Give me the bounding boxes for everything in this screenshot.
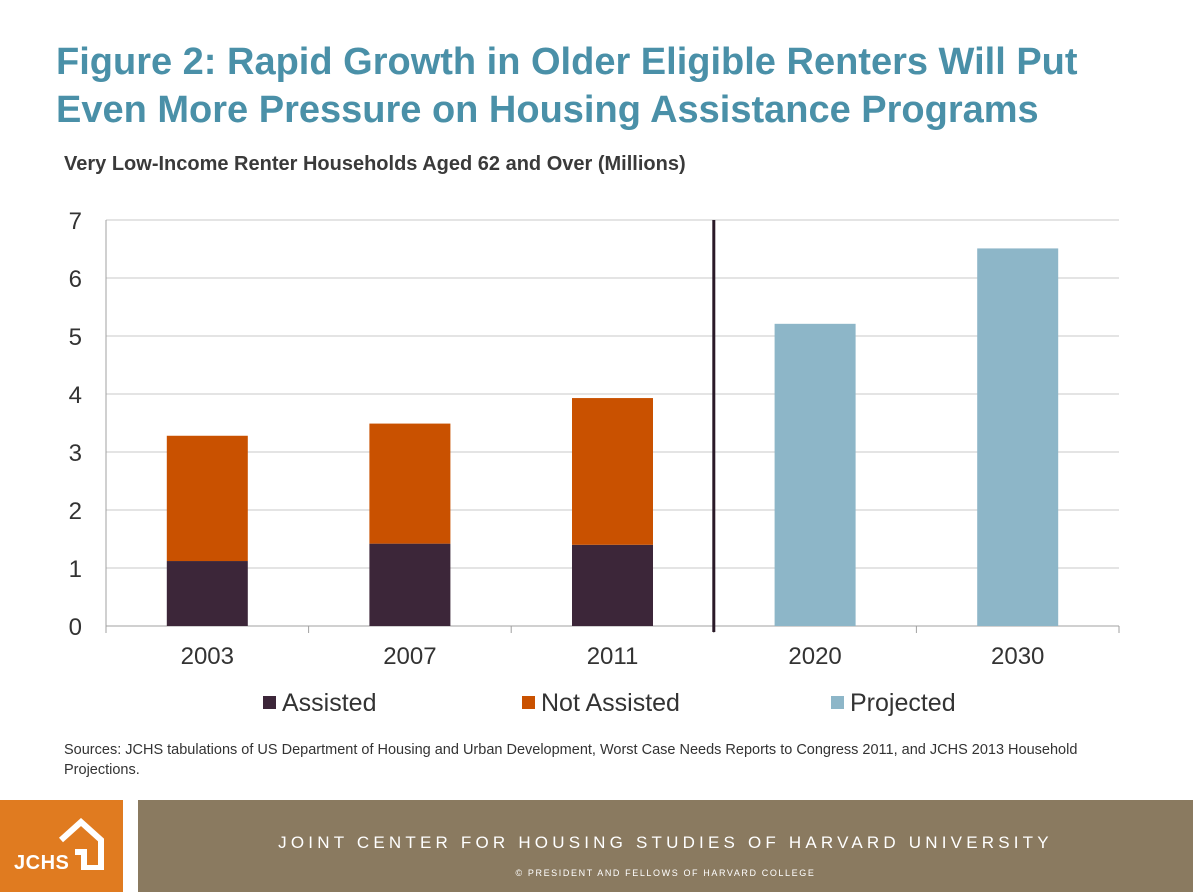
house-icon <box>58 818 104 870</box>
y-tick-label: 3 <box>69 440 82 467</box>
legend-swatch-not-assisted <box>522 696 535 709</box>
x-tick-label: 2020 <box>788 643 841 670</box>
y-tick-label: 0 <box>69 614 82 641</box>
logo-text: JCHS <box>14 852 70 874</box>
x-tick-label: 2011 <box>587 643 639 670</box>
bar-not-assisted-2007 <box>369 423 451 544</box>
bar-chart: 0 1 2 3 4 5 6 7 2003 2007 2011 2020 2030 Assisted Not … <box>69 208 1120 717</box>
jchs-logo: JCHS <box>0 800 123 892</box>
legend-swatch-assisted <box>263 696 276 709</box>
title-line-2: Even More Pressure on Housing Assistance… <box>56 89 1039 131</box>
bar-not-assisted-2011 <box>572 398 653 545</box>
legend-label-projected: Projected <box>850 689 956 717</box>
footer-bar: JOINT CENTER FOR HOUSING STUDIES OF HARV… <box>138 800 1193 892</box>
bar-projected-2030 <box>977 248 1059 627</box>
bar-projected-2020 <box>774 323 856 626</box>
x-tick-label: 2007 <box>383 643 436 670</box>
copyright-note: © PRESIDENT AND FELLOWS OF HARVARD COLLE… <box>515 868 816 878</box>
chart-subtitle: Very Low-Income Renter Households Aged 6… <box>64 153 686 175</box>
legend-label-assisted: Assisted <box>282 689 376 717</box>
bar-not-assisted-2003 <box>166 435 248 562</box>
bar-assisted-2007 <box>369 543 451 626</box>
title-line-1: Figure 2: Rapid Growth in Older Eligible… <box>56 41 1078 83</box>
y-tick-label: 7 <box>69 208 82 235</box>
page-title: Figure 2: Rapid Growth in Older Eligible… <box>56 38 1176 134</box>
bar-assisted-2011 <box>572 544 653 626</box>
legend-label-not-assisted: Not Assisted <box>541 689 680 717</box>
sources-note: Sources: JCHS tabulations of US Departme… <box>64 742 1078 778</box>
legend-swatch-projected <box>831 696 844 709</box>
x-tick-label: 2003 <box>181 643 234 670</box>
x-tick-label: 2030 <box>991 643 1044 670</box>
y-tick-label: 2 <box>69 498 82 525</box>
y-tick-label: 4 <box>69 382 82 409</box>
organization-name: JOINT CENTER FOR HOUSING STUDIES OF HARV… <box>278 833 1053 852</box>
y-tick-label: 1 <box>69 556 82 583</box>
y-tick-label: 6 <box>69 266 82 293</box>
bar-assisted-2003 <box>166 561 248 626</box>
y-tick-label: 5 <box>69 324 82 351</box>
